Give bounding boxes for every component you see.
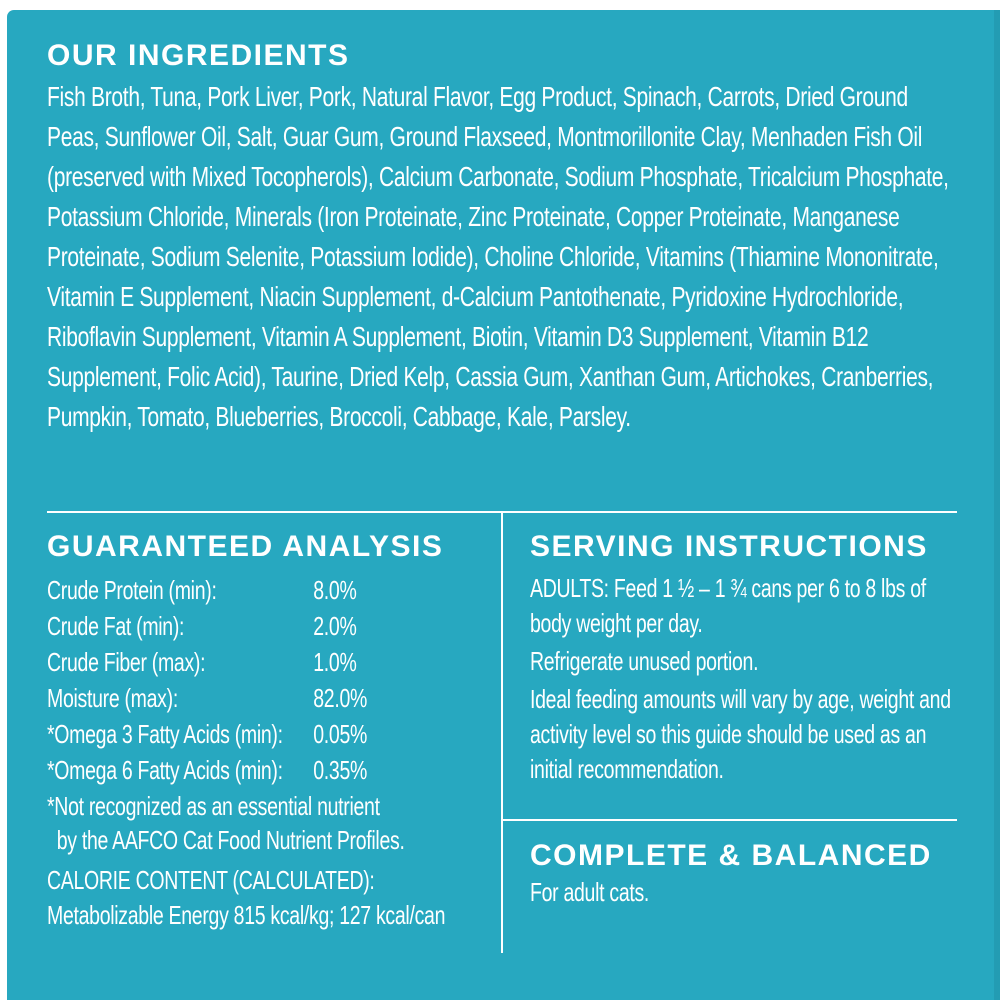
panel-right-edge (994, 10, 1000, 1000)
serving-paragraph-ideal: Ideal feeding amounts will vary by age, … (530, 684, 951, 784)
divider-horizontal-right (502, 819, 957, 821)
calorie-content-heading: CALORIE CONTENT (CALCULATED): (47, 865, 375, 895)
analysis-footnote-line1: *Not recognized as an essential nutrient (47, 791, 380, 821)
calorie-content: CALORIE CONTENT (CALCULATED): Metaboliza… (47, 863, 512, 933)
complete-balanced-subtitle: For adult cats. (530, 877, 650, 907)
analysis-row-value: 0.05% (313, 719, 368, 749)
guaranteed-analysis-title: GUARANTEED ANALYSIS (47, 530, 444, 563)
serving-instructions-text: ADULTS: Feed 1 ½ – 1 ¾ cans per 6 to 8 l… (530, 571, 969, 790)
analysis-row: Crude Protein (min): 8.0% (47, 572, 512, 608)
analysis-row-value: 0.35% (313, 755, 368, 785)
analysis-row-label: Crude Fat (min): (47, 611, 185, 641)
analysis-row: Crude Fat (min): 2.0% (47, 608, 512, 644)
analysis-row: Moisture (max): 82.0% (47, 680, 512, 716)
analysis-row-value: 1.0% (313, 647, 357, 677)
analysis-row-value: 2.0% (313, 611, 357, 641)
serving-paragraph-adults: ADULTS: Feed 1 ½ – 1 ¾ cans per 6 to 8 l… (530, 573, 926, 638)
analysis-row-label: Moisture (max): (47, 683, 178, 713)
analysis-footnote: *Not recognized as an essential nutrient… (47, 789, 512, 857)
serving-paragraph-refrigerate: Refrigerate unused portion. (530, 646, 759, 676)
analysis-row: Crude Fiber (max): 1.0% (47, 644, 512, 680)
analysis-row-value: 82.0% (313, 683, 368, 713)
analysis-row-label: Crude Protein (min): (47, 575, 217, 605)
guaranteed-analysis-table: Crude Protein (min): 8.0% Crude Fat (min… (47, 572, 512, 933)
analysis-row: *Omega 6 Fatty Acids (min): 0.35% (47, 752, 512, 788)
calorie-content-value: Metabolizable Energy 815 kcal/kg; 127 kc… (47, 900, 446, 930)
analysis-row: *Omega 3 Fatty Acids (min): 0.05% (47, 716, 512, 752)
analysis-row-label: *Omega 6 Fatty Acids (min): (47, 755, 283, 785)
complete-balanced-title: COMPLETE & BALANCED (530, 839, 932, 872)
serving-instructions-title: SERVING INSTRUCTIONS (530, 530, 928, 563)
divider-vertical (501, 511, 503, 953)
label-panel: OUR INGREDIENTS Fish Broth, Tuna, Pork L… (7, 10, 1000, 1000)
analysis-row-label: Crude Fiber (max): (47, 647, 206, 677)
ingredients-text: Fish Broth, Tuna, Pork Liver, Pork, Natu… (47, 81, 949, 432)
analysis-footnote-line2: by the AAFCO Cat Food Nutrient Profiles. (56, 825, 405, 855)
analysis-row-value: 8.0% (313, 575, 357, 605)
analysis-row-label: *Omega 3 Fatty Acids (min): (47, 719, 283, 749)
ingredients-title: OUR INGREDIENTS (47, 39, 350, 72)
